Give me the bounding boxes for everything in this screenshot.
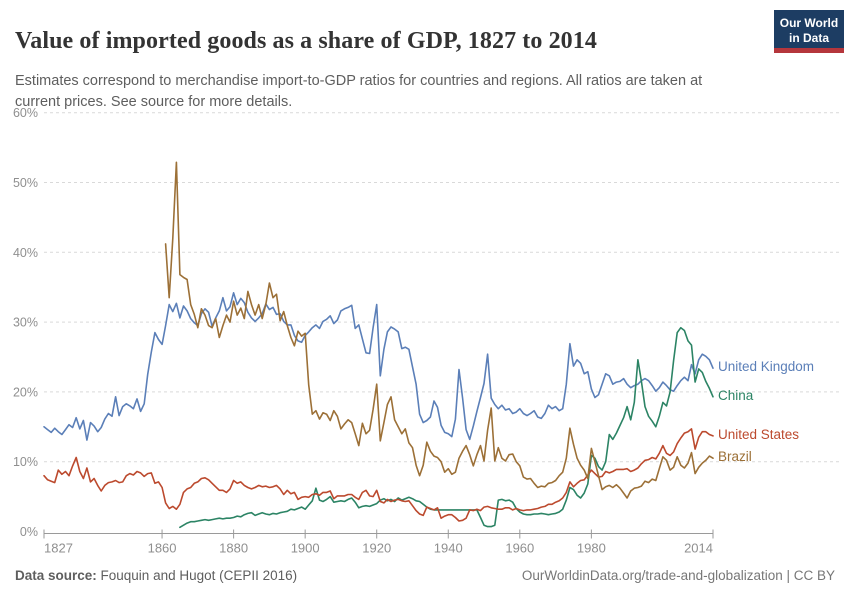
series-line-china[interactable] [179, 326, 714, 529]
page-title: Value of imported goods as a share of GD… [15, 28, 597, 55]
series-label-china[interactable]: China [718, 387, 754, 403]
x-tick-label: 1827 [44, 541, 73, 556]
series-line-united-states[interactable] [43, 428, 714, 522]
y-tick-label: 40% [13, 246, 38, 260]
y-tick-label: 10% [13, 455, 38, 469]
y-tick-label: 60% [13, 106, 38, 120]
series-line-brazil[interactable] [164, 161, 714, 499]
owid-logo-line2: in Data [788, 31, 829, 45]
footer-link-text[interactable]: OurWorldinData.org/trade-and-globalizati… [521, 568, 835, 583]
owid-logo-red-bar [774, 48, 844, 53]
y-tick-label: 20% [13, 385, 38, 399]
x-tick-label: 1880 [219, 541, 248, 556]
x-tick-label: 1940 [434, 541, 463, 556]
x-tick-label: 2014 [684, 541, 713, 556]
series-label-united-kingdom[interactable]: United Kingdom [718, 359, 815, 375]
x-tick-label: 1960 [505, 541, 534, 556]
y-tick-label: 0% [20, 525, 38, 539]
chart-subtitle: Estimates correspond to merchandise impo… [15, 72, 703, 110]
series-line-united-kingdom[interactable] [43, 291, 714, 441]
y-tick-label: 50% [13, 176, 38, 190]
data-source-text: Data source: Fouquin and Hugot (CEPII 20… [15, 568, 297, 583]
x-tick-label: 1920 [362, 541, 391, 556]
x-tick-label: 1900 [291, 541, 320, 556]
series-label-united-states[interactable]: United States [718, 426, 800, 442]
data-source-value: Fouquin and Hugot (CEPII 2016) [96, 568, 298, 583]
data-source-label: Data source: [15, 568, 97, 583]
series-label-brazil[interactable]: Brazil [718, 449, 752, 465]
x-tick-label: 1980 [577, 541, 606, 556]
x-tick-label: 1860 [148, 541, 177, 556]
y-tick-label: 30% [13, 316, 38, 330]
owid-logo-line1: Our World [779, 16, 839, 30]
owid-logo: Our World in Data [774, 10, 844, 53]
chart-footer: Data source: Fouquin and Hugot (CEPII 20… [15, 568, 835, 583]
